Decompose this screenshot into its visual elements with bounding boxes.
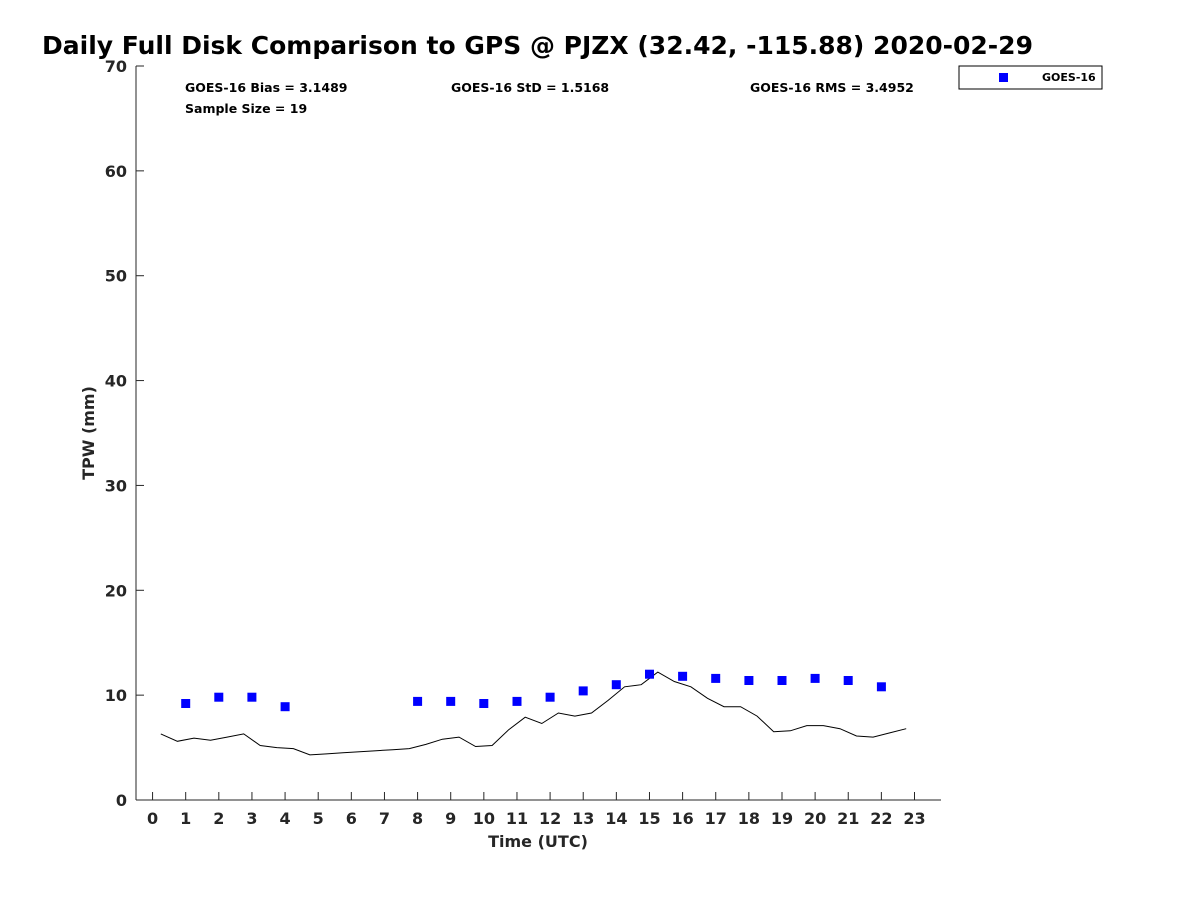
goes16-points-layer (181, 669, 886, 712)
goes16-point (578, 686, 588, 696)
x-axis-label: Time (UTC) (488, 832, 588, 851)
x-tick-label: 0 (147, 809, 158, 828)
x-tick-label: 11 (506, 809, 528, 828)
gps-line-layer (160, 671, 907, 756)
y-axis-label: TPW (mm) (79, 386, 98, 480)
stat-rms: GOES-16 RMS = 3.4952 (750, 80, 914, 95)
legend: GOES-16 (958, 65, 1103, 90)
stat-sample-size: Sample Size = 19 (185, 101, 307, 116)
y-tick-label: 10 (105, 686, 127, 705)
x-tick-label: 20 (804, 809, 826, 828)
goes16-point (678, 671, 688, 681)
goes16-point (810, 673, 820, 683)
x-tick-label: 17 (705, 809, 727, 828)
x-tick-label: 3 (246, 809, 257, 828)
x-tick-label: 8 (412, 809, 423, 828)
y-tick-label: 20 (105, 581, 127, 600)
goes16-point (777, 676, 787, 685)
x-tick-label: 6 (346, 809, 357, 828)
legend-label-goes16: GOES-16 (1042, 71, 1096, 84)
x-tick-label: 21 (837, 809, 859, 828)
chart-title: Daily Full Disk Comparison to GPS @ PJZX… (42, 31, 1033, 60)
x-tick-label: 1 (180, 809, 191, 828)
x-tick-label: 4 (280, 809, 291, 828)
x-tick-label: 5 (313, 809, 324, 828)
goes16-point (247, 692, 257, 702)
x-tick-label: 2 (213, 809, 224, 828)
x-tick-label: 12 (539, 809, 561, 828)
x-tick-label: 9 (445, 809, 456, 828)
stat-bias: GOES-16 Bias = 3.1489 (185, 80, 347, 95)
goes16-point (645, 669, 654, 679)
goes16-point (744, 676, 754, 685)
goes16-point (479, 699, 489, 708)
x-tick-label: 13 (572, 809, 594, 828)
legend-box (958, 65, 1103, 90)
y-tick-label: 50 (105, 267, 127, 286)
x-tick-label: 18 (738, 809, 760, 828)
goes16-point (876, 682, 886, 692)
goes16-point (545, 692, 555, 702)
goes16-point (214, 692, 224, 702)
goes16-point (611, 680, 621, 690)
y-tick-label: 70 (105, 57, 127, 76)
y-tick-label: 40 (105, 372, 127, 391)
x-tick-label: 22 (870, 809, 892, 828)
goes16-point (711, 673, 721, 683)
goes16-point (446, 696, 456, 706)
goes16-point (512, 696, 522, 706)
goes16-point (181, 699, 191, 708)
goes16-point (843, 676, 853, 685)
y-tick-label: 30 (105, 476, 127, 495)
x-tick-label: 15 (638, 809, 660, 828)
goes16-point (413, 696, 423, 706)
x-tick-label: 7 (379, 809, 390, 828)
gps-tpw-line (160, 671, 907, 756)
y-tick-label: 60 (105, 162, 127, 181)
x-tick-label: 10 (473, 809, 495, 828)
goes16-point (280, 702, 290, 712)
x-tick-label: 16 (671, 809, 693, 828)
x-tick-label: 19 (771, 809, 793, 828)
y-tick-label: 0 (116, 791, 127, 810)
x-tick-label: 14 (605, 809, 627, 828)
legend-marker-goes16 (999, 73, 1008, 82)
stat-std: GOES-16 StD = 1.5168 (451, 80, 609, 95)
x-tick-label: 23 (903, 809, 925, 828)
